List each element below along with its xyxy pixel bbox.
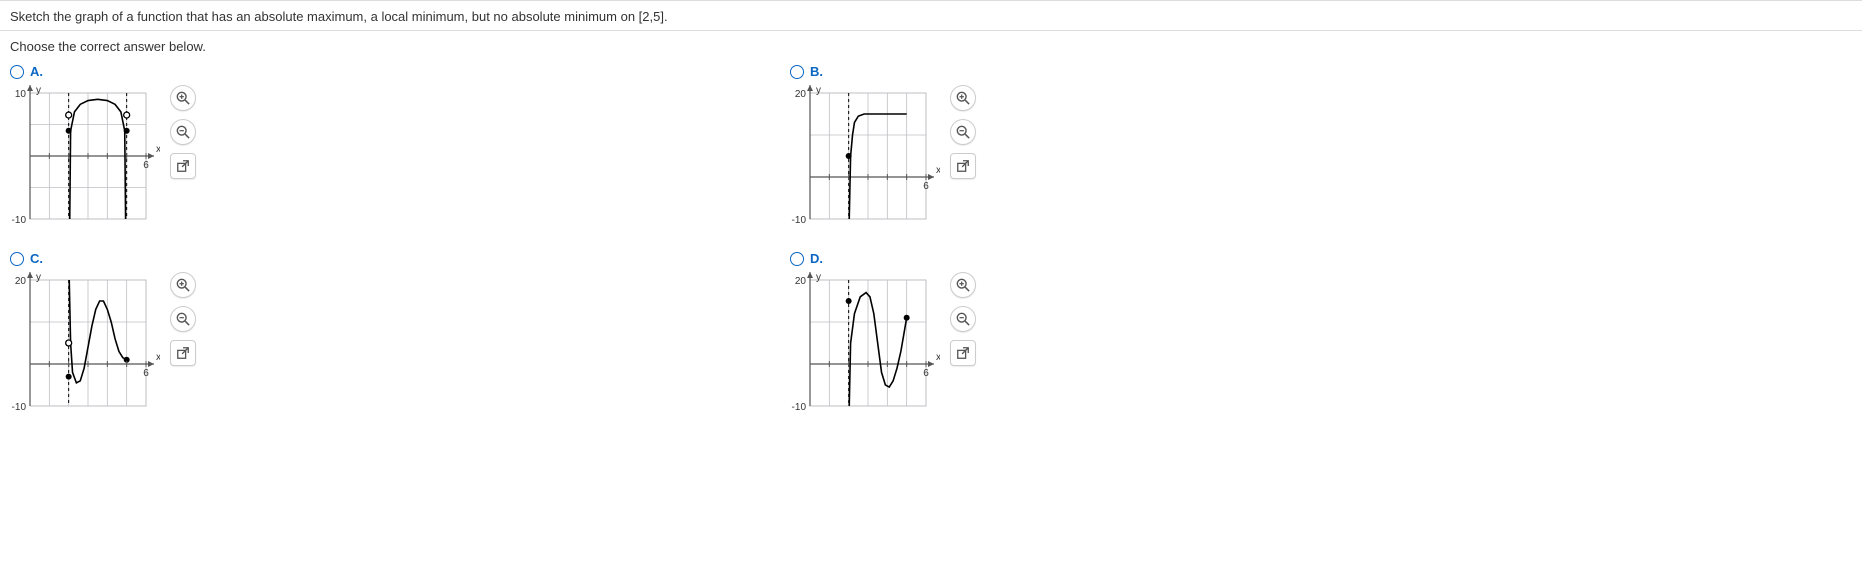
graph-c: 20 -10 6x y bbox=[10, 270, 160, 420]
option-b[interactable]: B. 20 -10 6x y bbox=[790, 64, 1570, 233]
zoom-out-icon[interactable] bbox=[170, 306, 196, 332]
graph-a: 10 -10 6x y bbox=[10, 83, 160, 233]
svg-text:y: y bbox=[36, 85, 41, 96]
svg-text:6: 6 bbox=[143, 368, 149, 379]
svg-text:20: 20 bbox=[15, 276, 27, 287]
option-label-c: C. bbox=[30, 251, 43, 266]
svg-text:10: 10 bbox=[15, 89, 27, 100]
radio-c[interactable] bbox=[10, 252, 24, 266]
svg-text:y: y bbox=[816, 85, 821, 96]
popout-icon[interactable] bbox=[950, 340, 976, 366]
radio-b[interactable] bbox=[790, 65, 804, 79]
popout-icon[interactable] bbox=[170, 153, 196, 179]
svg-text:y: y bbox=[816, 272, 821, 283]
option-d[interactable]: D. 20 -10 6x y bbox=[790, 251, 1570, 420]
popout-icon[interactable] bbox=[170, 340, 196, 366]
option-a[interactable]: A. 10 -10 6x y bbox=[10, 64, 790, 233]
zoom-out-icon[interactable] bbox=[950, 119, 976, 145]
svg-text:20: 20 bbox=[795, 89, 807, 100]
svg-text:-10: -10 bbox=[792, 402, 807, 413]
graph-d: 20 -10 6x y bbox=[790, 270, 940, 420]
svg-text:20: 20 bbox=[795, 276, 807, 287]
zoom-in-icon[interactable] bbox=[170, 272, 196, 298]
option-label-b: B. bbox=[810, 64, 823, 79]
question-text: Sketch the graph of a function that has … bbox=[0, 1, 1862, 30]
svg-text:6: 6 bbox=[923, 181, 929, 192]
svg-text:y: y bbox=[36, 272, 41, 283]
graph-b: 20 -10 6x y bbox=[790, 83, 940, 233]
zoom-in-icon[interactable] bbox=[950, 272, 976, 298]
svg-text:x: x bbox=[156, 144, 160, 155]
svg-text:6: 6 bbox=[143, 160, 149, 171]
svg-text:x: x bbox=[936, 165, 940, 176]
zoom-in-icon[interactable] bbox=[170, 85, 196, 111]
svg-text:-10: -10 bbox=[12, 215, 27, 226]
option-label-d: D. bbox=[810, 251, 823, 266]
svg-text:6: 6 bbox=[923, 368, 929, 379]
svg-text:x: x bbox=[156, 352, 160, 363]
radio-d[interactable] bbox=[790, 252, 804, 266]
popout-icon[interactable] bbox=[950, 153, 976, 179]
svg-text:-10: -10 bbox=[792, 215, 807, 226]
option-c[interactable]: C. 20 -10 6x y bbox=[10, 251, 790, 420]
zoom-out-icon[interactable] bbox=[950, 306, 976, 332]
zoom-out-icon[interactable] bbox=[170, 119, 196, 145]
svg-text:x: x bbox=[936, 352, 940, 363]
zoom-in-icon[interactable] bbox=[950, 85, 976, 111]
prompt-text: Choose the correct answer below. bbox=[0, 31, 1862, 64]
radio-a[interactable] bbox=[10, 65, 24, 79]
svg-text:-10: -10 bbox=[12, 402, 27, 413]
option-label-a: A. bbox=[30, 64, 43, 79]
